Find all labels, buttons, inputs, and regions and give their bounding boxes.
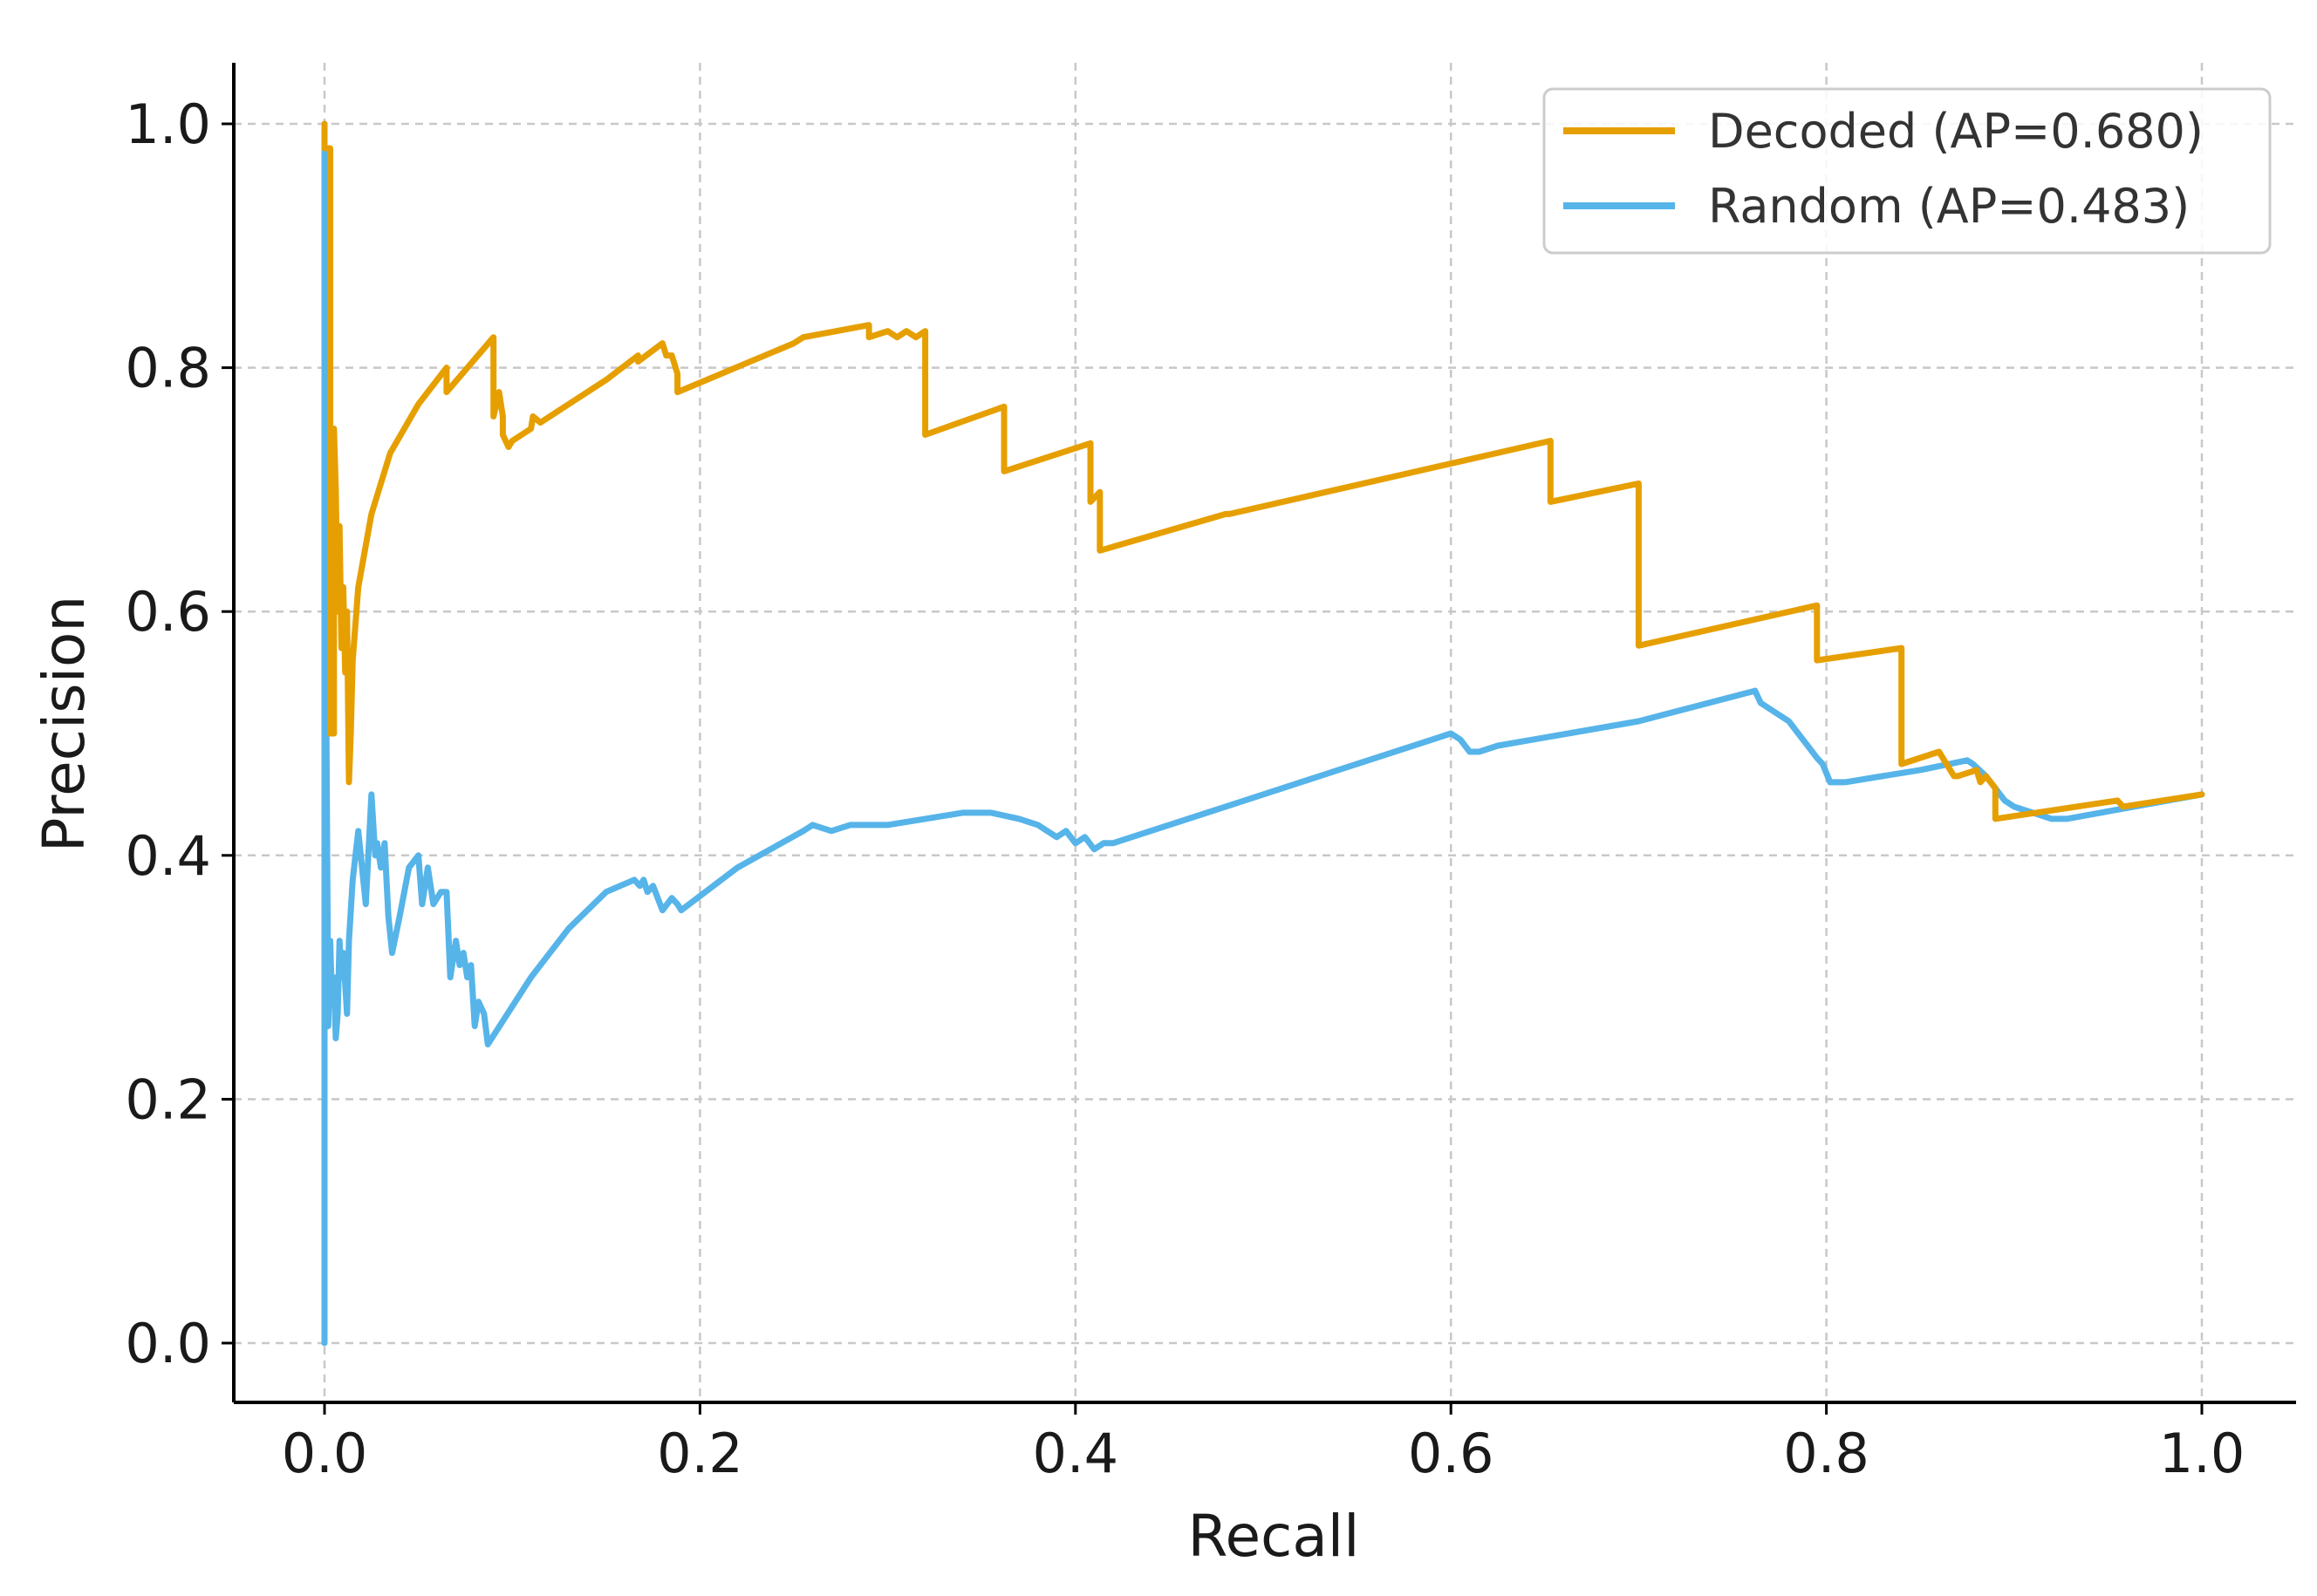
x-tick-label: 0.8 — [1783, 1422, 1869, 1485]
y-tick-label: 1.0 — [125, 92, 211, 156]
legend-label-random: Random (AP=0.483) — [1708, 179, 2190, 234]
series-line-decoded — [321, 120, 2205, 822]
x-axis-title: Recall — [1188, 1503, 1360, 1570]
legend-box — [1542, 87, 2272, 255]
y-tick-label: 0.4 — [125, 824, 211, 888]
x-tick-label: 0.0 — [282, 1422, 368, 1485]
series-line-random — [321, 120, 2205, 1347]
series-layer — [321, 120, 2205, 1347]
x-tick-label: 0.2 — [657, 1422, 743, 1485]
y-axis-title: Precision — [31, 596, 98, 853]
legend: Decoded (AP=0.680) Random (AP=0.483) — [1542, 87, 2272, 255]
axes: 0.0 0.2 0.4 0.6 0.8 1.0 0.0 0.2 0.4 0.6 0.8 1.0 — [125, 63, 2296, 1485]
y-tick-label: 0.6 — [125, 580, 211, 644]
x-tick-label: 0.4 — [1032, 1422, 1118, 1485]
y-tick-label: 0.0 — [125, 1312, 211, 1375]
legend-label-decoded: Decoded (AP=0.680) — [1708, 104, 2204, 159]
y-tick-label: 0.2 — [125, 1067, 211, 1131]
x-tick-label: 0.6 — [1408, 1422, 1494, 1485]
y-tick-label: 0.8 — [125, 337, 211, 400]
x-tick-label: 1.0 — [2159, 1422, 2245, 1485]
